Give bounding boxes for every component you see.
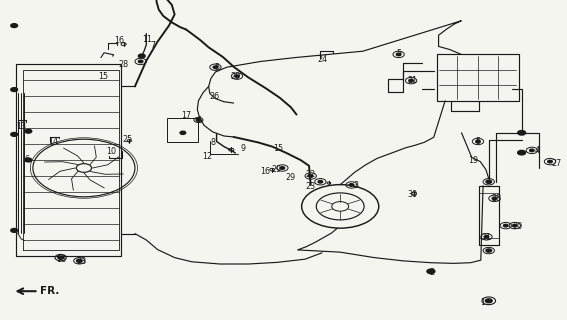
- Text: 12: 12: [202, 152, 212, 161]
- Text: 3: 3: [354, 181, 358, 190]
- Circle shape: [518, 150, 526, 155]
- Text: 16: 16: [114, 36, 124, 45]
- Circle shape: [11, 88, 18, 92]
- Text: 29: 29: [272, 165, 282, 174]
- Circle shape: [484, 236, 489, 238]
- Circle shape: [485, 299, 492, 303]
- Circle shape: [180, 131, 186, 134]
- Text: 9: 9: [240, 144, 246, 153]
- Text: 5: 5: [396, 49, 401, 58]
- Circle shape: [427, 269, 435, 274]
- Circle shape: [318, 180, 323, 183]
- Text: 2: 2: [429, 268, 435, 277]
- Text: 21: 21: [408, 76, 418, 85]
- Text: 5: 5: [214, 63, 219, 72]
- Text: 20: 20: [512, 222, 522, 231]
- Text: 28: 28: [119, 60, 129, 69]
- Text: 15: 15: [98, 72, 108, 81]
- Text: 25: 25: [122, 135, 132, 144]
- Bar: [167, 118, 198, 142]
- Text: 26: 26: [209, 92, 219, 101]
- Circle shape: [11, 24, 18, 28]
- Text: 5: 5: [475, 137, 481, 146]
- Circle shape: [25, 129, 32, 133]
- Text: 23: 23: [76, 257, 86, 266]
- Text: 4: 4: [535, 146, 540, 155]
- Bar: [437, 54, 519, 101]
- Circle shape: [25, 158, 32, 162]
- Text: 22: 22: [306, 170, 316, 179]
- Circle shape: [280, 167, 285, 169]
- Text: 29: 29: [285, 173, 295, 182]
- Text: 6: 6: [197, 116, 201, 125]
- Circle shape: [513, 224, 517, 227]
- Circle shape: [518, 131, 526, 135]
- Text: 31: 31: [481, 233, 492, 242]
- Text: 23: 23: [306, 182, 316, 191]
- Text: 10: 10: [106, 148, 116, 156]
- Circle shape: [530, 149, 534, 152]
- Circle shape: [548, 160, 552, 163]
- Circle shape: [396, 53, 401, 56]
- Circle shape: [11, 132, 18, 136]
- Text: 14: 14: [48, 137, 58, 146]
- Text: 27: 27: [552, 159, 562, 168]
- Text: 15: 15: [273, 144, 283, 153]
- Text: 8: 8: [210, 138, 215, 147]
- Text: 30: 30: [408, 190, 418, 199]
- Text: 13: 13: [16, 122, 27, 131]
- Circle shape: [349, 184, 354, 186]
- Text: 11: 11: [142, 35, 152, 44]
- Text: 6: 6: [24, 155, 29, 164]
- Circle shape: [486, 180, 492, 183]
- Circle shape: [409, 79, 413, 82]
- Circle shape: [476, 140, 480, 143]
- Bar: [479, 186, 499, 245]
- Text: 19: 19: [468, 156, 479, 165]
- Circle shape: [235, 75, 239, 77]
- Circle shape: [486, 249, 492, 252]
- Circle shape: [492, 197, 497, 200]
- Circle shape: [196, 119, 201, 121]
- Text: 28: 28: [491, 194, 501, 203]
- Circle shape: [213, 66, 218, 68]
- Text: 29: 29: [230, 72, 240, 81]
- Circle shape: [308, 175, 313, 177]
- Text: 18: 18: [56, 255, 66, 264]
- Text: FR.: FR.: [40, 286, 59, 296]
- Text: 16: 16: [260, 167, 270, 176]
- Text: 1: 1: [480, 298, 485, 307]
- Circle shape: [58, 256, 64, 259]
- Text: 7: 7: [150, 41, 156, 50]
- Text: 24: 24: [317, 55, 327, 64]
- Circle shape: [503, 224, 508, 227]
- Circle shape: [138, 54, 145, 58]
- Circle shape: [138, 60, 143, 63]
- Circle shape: [11, 228, 18, 232]
- Text: 17: 17: [181, 111, 191, 120]
- Circle shape: [77, 259, 82, 262]
